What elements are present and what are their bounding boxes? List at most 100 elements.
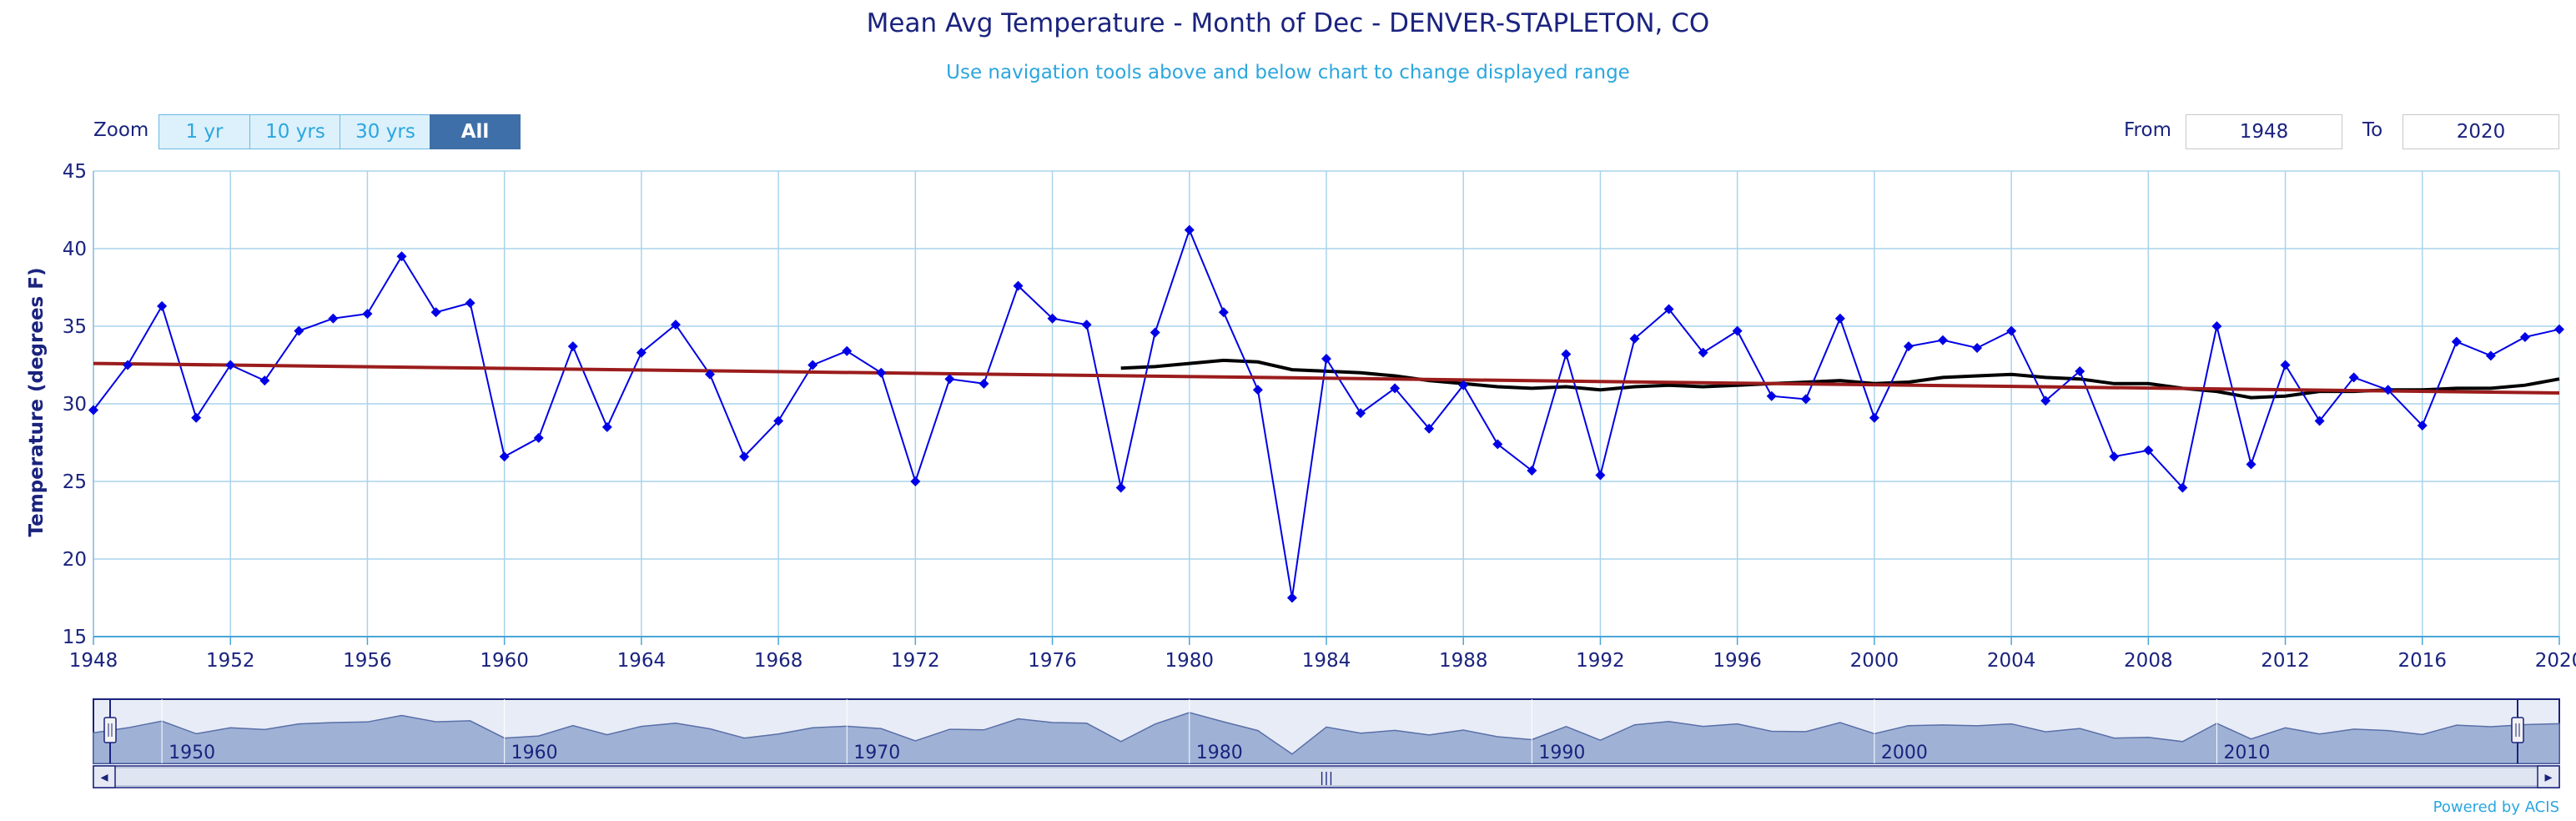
data-point [2554,324,2564,335]
zoom-all-button[interactable]: All [430,114,521,149]
navigator-frame [93,698,2560,764]
navigator-tick-label: 2000 [1881,743,1928,763]
data-point [2246,459,2257,470]
data-point [1013,280,1024,291]
y-tick-label: 35 [63,316,87,338]
scrollbar-left-arrow-icon: ◂ [100,768,108,786]
data-point [1424,423,1435,434]
data-point [533,432,544,443]
data-point [1869,412,1879,423]
powered-by-link[interactable]: Powered by ACIS [2433,798,2559,816]
scrollbar-right-button [2537,765,2560,788]
data-point [1663,304,1674,315]
x-tick-label: 1956 [343,650,392,672]
navigator-tick-label: 1970 [853,743,900,763]
x-tick-label: 2004 [1987,650,2036,672]
navigator-right-handle [2511,717,2524,743]
data-point [2348,372,2359,383]
data-point [773,416,784,426]
data-point [1218,307,1229,318]
data-point [2109,451,2120,462]
x-tick-label: 1988 [1439,650,1488,672]
data-point [1184,224,1195,235]
y-axis-title: Temperature (degrees F) [26,267,48,537]
x-tick-label: 2020 [2535,650,2576,672]
y-tick-label: 15 [63,627,87,648]
data-point [2040,395,2051,406]
data-point [1150,327,1160,338]
data-point [294,325,304,336]
data-point [842,345,853,356]
x-tick-label: 1980 [1165,650,1215,672]
data-point [328,313,339,324]
data-point [191,412,202,423]
x-tick-label: 1972 [891,650,940,672]
running-mean-line [1120,358,2560,400]
y-tick-label: 40 [63,239,87,260]
x-tick-label: 1948 [69,650,118,672]
data-point [2006,325,2017,336]
data-point [1356,408,1366,419]
data-point [1081,320,1092,330]
zoom-label: Zoom [93,119,149,141]
data-point [1286,592,1297,603]
x-tick-label: 1984 [1302,650,1351,672]
data-point [636,347,647,358]
data-point [1561,349,1572,360]
data-point [430,307,441,318]
data-point [2211,321,2222,331]
data-point [1800,394,1811,405]
data-point [2417,421,2428,431]
y-tick-label: 20 [63,549,87,571]
data-point [1390,383,1401,394]
x-tick-label: 2000 [1850,650,1899,672]
x-tick-label: 1952 [206,650,255,672]
y-tick-label: 45 [63,161,87,183]
data-point [499,451,510,462]
temperature-series-line [93,227,2560,598]
data-point [1252,385,1263,395]
data-point [2075,365,2085,376]
data-point [567,341,578,352]
data-point [1595,470,1606,481]
data-point [1492,439,1503,450]
data-point [1938,335,1948,345]
data-point [1972,343,1983,354]
navigator-tick-label: 2010 [2223,743,2270,763]
x-tick-label: 1968 [754,650,803,672]
navigator-tick-label: 1990 [1538,743,1585,763]
data-point [362,309,373,320]
zoom-30yrs-button[interactable]: 30 yrs [340,114,431,149]
data-point [2451,336,2462,347]
data-point [1834,313,1845,324]
navigator-tick-label: 1960 [511,743,558,763]
data-point [808,360,818,370]
scrollbar-left-button [93,765,116,788]
to-year-input[interactable] [2402,114,2559,149]
data-point [2485,350,2496,361]
zoom-1yr-button[interactable]: 1 yr [158,114,250,149]
x-tick-label: 1996 [1713,650,1762,672]
data-point [1115,482,1126,493]
chart-subtitle: Use navigation tools above and below cha… [946,62,1630,83]
scrollbar-track [93,765,2560,788]
from-year-input[interactable] [2186,114,2342,149]
data-point [739,451,750,462]
x-tick-label: 2012 [2261,650,2310,672]
data-point [225,360,236,370]
data-point [2143,445,2154,456]
x-tick-label: 1992 [1576,650,1625,672]
data-point [2177,482,2188,493]
scrollbar-thumb [114,767,2538,787]
data-point [910,476,921,486]
data-point [2519,332,2530,343]
data-point [1732,325,1743,336]
data-point [944,374,955,385]
data-point [1903,341,1914,352]
data-point [1629,333,1640,344]
navigator-tick-label: 1950 [169,743,215,763]
zoom-10yrs-button[interactable]: 10 yrs [249,114,341,149]
data-point [1766,390,1777,401]
data-point [123,360,133,370]
x-tick-label: 2008 [2124,650,2173,672]
